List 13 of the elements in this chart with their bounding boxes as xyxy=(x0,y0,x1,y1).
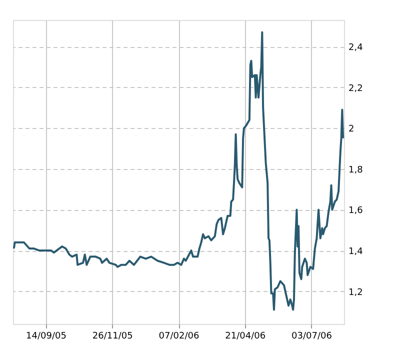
y-tick-label: 2,2 xyxy=(348,84,363,94)
y-tick-label: 1,4 xyxy=(348,247,364,258)
y-tick-label: 1,2 xyxy=(348,288,363,298)
line-series xyxy=(12,31,344,311)
x-tick-label: 07/02/06 xyxy=(158,332,200,340)
y-tick-label: 1,6 xyxy=(348,206,364,216)
x-tick-label: 14/09/05 xyxy=(26,332,66,340)
x-tick-label: 03/07/06 xyxy=(292,332,332,340)
y-tick-label: 2 xyxy=(348,124,354,135)
y-tick-label: 1,8 xyxy=(348,165,364,176)
y-tick-label: 2,4 xyxy=(348,43,364,54)
x-tick-label: 26/11/05 xyxy=(92,332,133,340)
x-tick-label: 21/04/06 xyxy=(225,332,266,340)
